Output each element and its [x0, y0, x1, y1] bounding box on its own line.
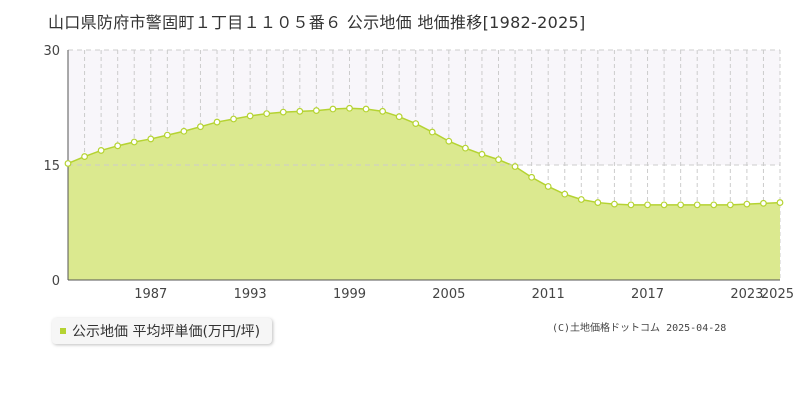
legend-marker	[60, 328, 66, 334]
chart-title: 山口県防府市警固町１丁目１１０５番６ 公示地価 地価推移[1982-2025]	[48, 13, 586, 32]
data-point	[776, 199, 784, 206]
data-point	[246, 112, 254, 120]
y-tick-label: 30	[43, 44, 60, 59]
data-point	[147, 135, 155, 143]
y-tick-label: 0	[52, 274, 60, 289]
x-tick-label: 1993	[234, 287, 267, 302]
data-point	[130, 138, 138, 146]
data-point	[561, 190, 569, 198]
data-point	[346, 104, 353, 112]
x-tick-label: 2023	[730, 287, 763, 302]
data-point	[213, 118, 221, 126]
data-point	[594, 199, 602, 206]
data-point	[296, 107, 304, 115]
data-point	[495, 156, 502, 164]
data-point	[611, 200, 618, 208]
data-point	[511, 163, 519, 170]
data-point	[64, 160, 72, 167]
data-point	[478, 150, 486, 158]
data-point	[163, 131, 171, 139]
data-point	[577, 196, 585, 203]
data-point	[428, 128, 436, 136]
data-point	[445, 137, 453, 145]
data-point	[528, 173, 536, 181]
data-point	[544, 183, 552, 190]
x-tick-label: 2025	[761, 287, 794, 302]
legend[interactable]: 公示地価 平均坪単価(万円/坪)	[52, 318, 273, 344]
data-point	[644, 201, 651, 209]
data-point	[726, 201, 734, 209]
x-tick-label: 2005	[432, 287, 465, 302]
data-point	[197, 123, 204, 131]
data-point	[329, 105, 337, 113]
data-point	[395, 113, 403, 121]
data-point	[279, 108, 287, 116]
data-point	[693, 201, 701, 209]
data-point	[379, 107, 387, 115]
x-tick-label: 1999	[333, 287, 366, 302]
data-point	[710, 201, 718, 209]
x-tick-label: 2011	[532, 287, 565, 302]
data-point	[114, 142, 122, 150]
data-point	[412, 120, 420, 127]
data-point	[263, 110, 271, 118]
data-point	[230, 115, 237, 123]
data-point	[677, 201, 685, 209]
data-point	[660, 201, 668, 209]
data-point	[97, 147, 105, 154]
data-point	[743, 200, 751, 208]
credit-text: (C)土地価格ドットコム 2025-04-28	[552, 323, 727, 334]
legend-label: 公示地価 平均坪単価(万円/坪)	[72, 324, 261, 340]
data-point	[312, 107, 320, 114]
data-point	[180, 127, 188, 135]
data-point	[81, 153, 88, 160]
data-point	[362, 105, 370, 113]
x-tick-label: 1987	[134, 287, 167, 302]
y-tick-label: 15	[43, 159, 60, 174]
data-point	[760, 199, 767, 207]
data-point	[461, 144, 469, 152]
data-point	[627, 201, 635, 209]
x-tick-label: 2017	[631, 287, 664, 302]
series-area	[68, 108, 780, 281]
